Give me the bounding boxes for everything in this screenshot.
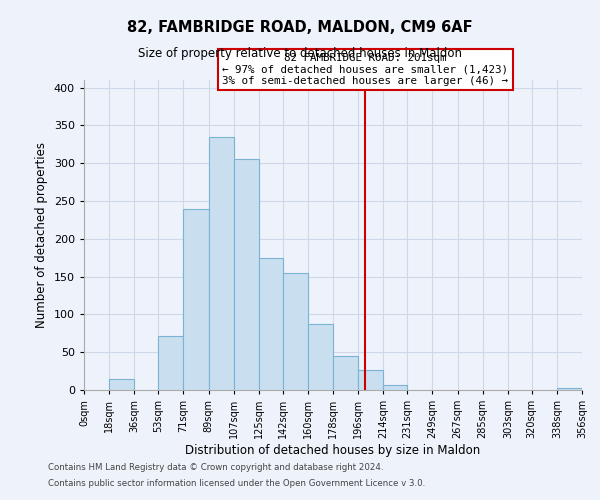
Bar [259,258,283,390]
Bar [383,384,407,390]
Bar [209,136,233,390]
Text: 82, FAMBRIDGE ROAD, MALDON, CM9 6AF: 82, FAMBRIDGE ROAD, MALDON, CM9 6AF [127,20,473,35]
Bar [333,356,358,390]
Bar [308,324,333,390]
Text: 82 FAMBRIDGE ROAD: 201sqm
← 97% of detached houses are smaller (1,423)
3% of sem: 82 FAMBRIDGE ROAD: 201sqm ← 97% of detac… [222,53,508,86]
Text: Contains public sector information licensed under the Open Government Licence v : Contains public sector information licen… [48,478,425,488]
Bar [557,388,582,390]
Text: Contains HM Land Registry data © Crown copyright and database right 2024.: Contains HM Land Registry data © Crown c… [48,464,383,472]
Y-axis label: Number of detached properties: Number of detached properties [35,142,48,328]
Bar [109,378,134,390]
Bar [158,336,184,390]
Bar [283,273,308,390]
X-axis label: Distribution of detached houses by size in Maldon: Distribution of detached houses by size … [185,444,481,457]
Bar [184,208,209,390]
Bar [233,160,259,390]
Text: Size of property relative to detached houses in Maldon: Size of property relative to detached ho… [138,48,462,60]
Bar [358,370,383,390]
